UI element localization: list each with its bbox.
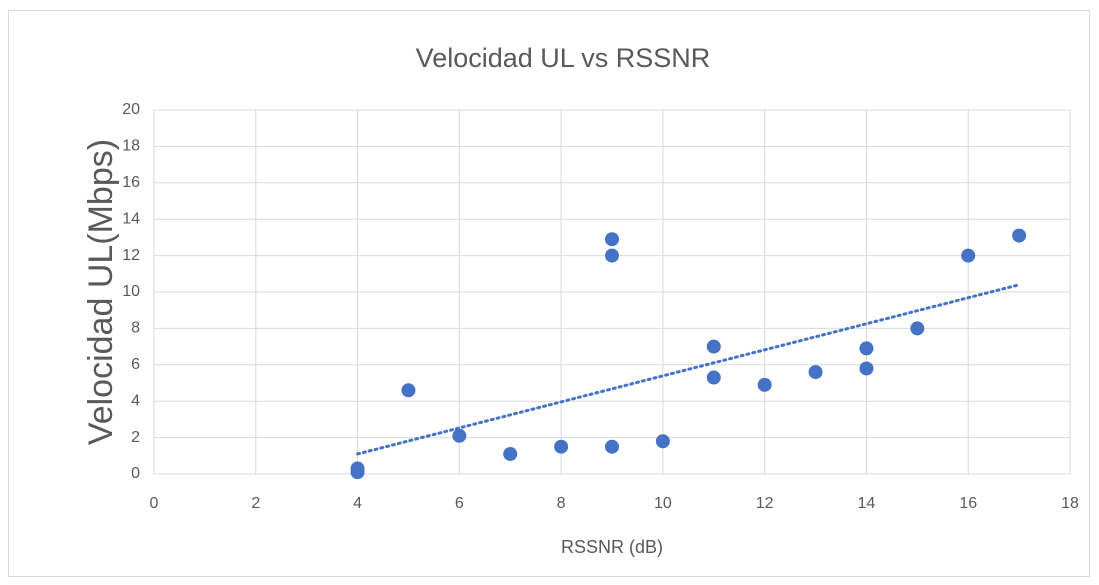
scatter-point <box>503 446 518 461</box>
chart-title: Velocidad UL vs RSSNR <box>416 43 711 73</box>
x-tick-label: 10 <box>654 495 672 512</box>
scatter-point <box>910 321 925 336</box>
x-tick-label: 2 <box>251 495 260 512</box>
trendline <box>356 283 1021 456</box>
y-tick-label: 2 <box>131 429 140 446</box>
scatter-point <box>961 248 976 263</box>
y-tick-label: 16 <box>122 174 140 191</box>
x-tick-label: 6 <box>455 495 464 512</box>
scatter-point <box>554 439 569 454</box>
chart-border <box>8 10 1090 577</box>
scatter-point <box>605 439 619 454</box>
y-axis-label: Velocidad UL(Mbps) <box>82 139 120 445</box>
x-tick-label: 16 <box>959 495 977 512</box>
scatter-point <box>859 341 874 356</box>
scatter-point <box>452 428 467 443</box>
x-axis-label: RSSNR (dB) <box>561 537 663 557</box>
y-tick-label: 8 <box>131 320 140 337</box>
y-tick-label: 0 <box>131 465 140 482</box>
x-tick-label: 18 <box>1061 495 1079 512</box>
scatter-point <box>808 365 823 380</box>
x-tick-label: 8 <box>557 495 566 512</box>
x-tick-label: 14 <box>858 495 876 512</box>
y-tick-label: 12 <box>122 247 140 264</box>
scatter-point <box>605 232 619 247</box>
y-tick-label: 10 <box>122 283 140 300</box>
scatter-point <box>605 248 619 263</box>
y-tick-label: 6 <box>131 356 140 373</box>
scatter-point <box>350 465 365 480</box>
y-tick-label: 20 <box>122 101 140 118</box>
y-tick-label: 14 <box>122 210 140 227</box>
scatter-point <box>706 339 721 354</box>
scatter-point <box>655 434 670 449</box>
scatter-point <box>401 383 416 398</box>
scatter-point <box>706 370 721 385</box>
scatter-point <box>859 361 874 376</box>
x-tick-label: 0 <box>150 495 159 512</box>
y-tick-label: 18 <box>122 138 140 155</box>
x-tick-label: 4 <box>353 495 362 512</box>
scatter-point <box>757 377 772 392</box>
y-tick-label: 4 <box>131 392 140 409</box>
scatter-point <box>1012 228 1027 243</box>
x-tick-label: 12 <box>756 495 774 512</box>
